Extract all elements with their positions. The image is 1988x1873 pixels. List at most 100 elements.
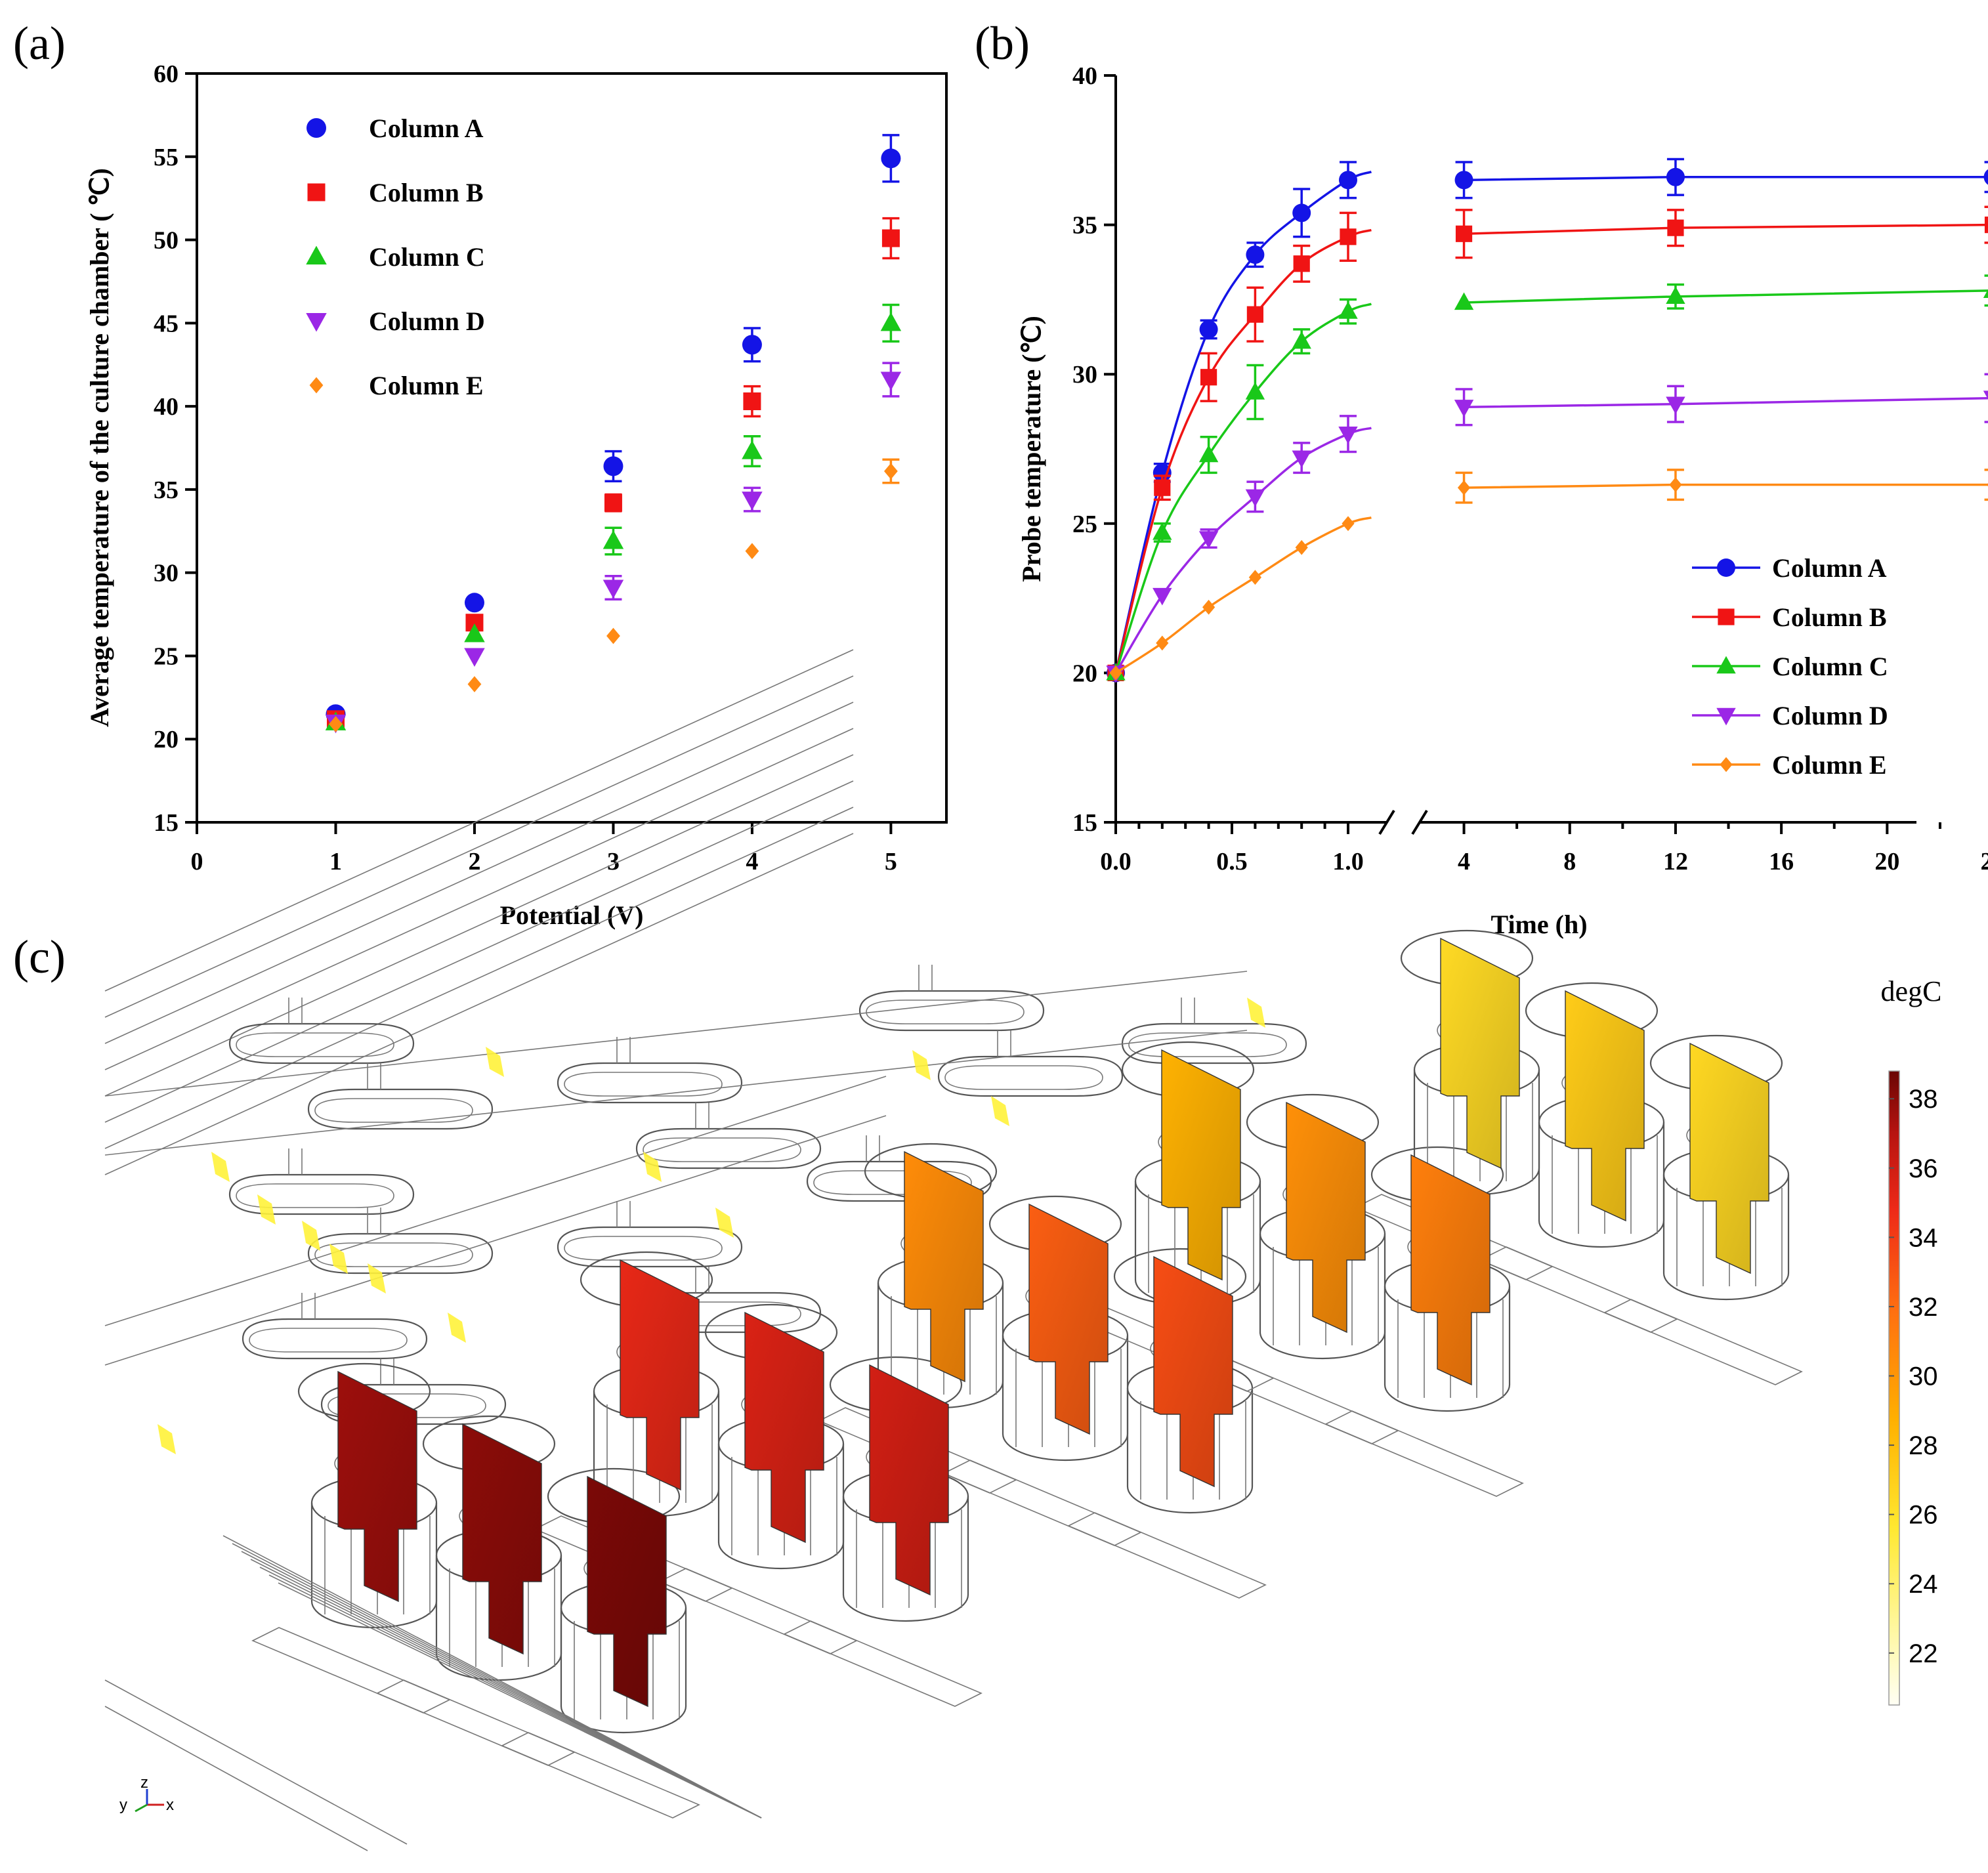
chamber-temperature-slice	[1028, 1203, 1109, 1435]
chart-a-y-tick-label: 25	[154, 642, 179, 670]
triad-y-label: y	[119, 1796, 127, 1814]
chart-b-line	[1114, 303, 1372, 673]
chart-a-point	[464, 593, 484, 613]
chart-a-point	[881, 148, 901, 169]
chart-b-point	[1198, 444, 1219, 463]
channel-slice	[715, 1208, 734, 1238]
chart-b-point	[1154, 479, 1171, 496]
chip-wire-line	[104, 833, 854, 1175]
chamber-temperature-slice	[587, 1475, 667, 1708]
chart-b-legend-marker	[1720, 757, 1733, 772]
chip-wire-line	[1246, 1093, 1380, 1151]
chart-b-legend-label: Column C	[1772, 652, 1888, 681]
chart-b-legend-label: Column D	[1772, 701, 1888, 730]
chip-wire-line	[564, 1072, 723, 1097]
chip-wire-line	[1126, 1388, 1254, 1486]
chart-b-series-B	[1107, 205, 1988, 681]
chart-a-legend-label: Column C	[369, 242, 485, 272]
chart-b-series-C	[1106, 274, 1988, 681]
chart-b-point	[1246, 306, 1263, 323]
chip-wire-line	[1370, 1146, 1504, 1204]
chip-wire-line	[104, 1706, 368, 1851]
chart-a-x-tick-label: 3	[607, 848, 620, 875]
chart-a-point	[880, 371, 902, 391]
chamber-temperature-slice	[1565, 990, 1645, 1222]
chart-b-point	[1454, 171, 1473, 190]
chip-wire-line	[278, 1582, 762, 1819]
chip-wire-line	[288, 998, 303, 1024]
chart-b-x-tick-label: 24	[1981, 848, 1988, 875]
chip-wire-line	[864, 1143, 998, 1200]
chart-a-y-label: Average temperature of the culture chamb…	[85, 168, 114, 727]
chart-b-point	[1245, 382, 1265, 400]
chart-b: 15 20 25 30 35 40 0.0 0.5 1.0 4 8 12 16 20 24 Column …	[1017, 62, 1988, 939]
chart-b-x-tick-label: 1.0	[1332, 848, 1364, 875]
channel-slice	[329, 1244, 348, 1274]
chart-b-line	[1114, 228, 1372, 673]
chip-wire-line	[314, 1098, 473, 1123]
chamber-temperature-slice	[744, 1311, 824, 1544]
channel-slice	[643, 1152, 662, 1182]
axis-break-icon	[1378, 809, 1428, 835]
chip-wire-line	[380, 1358, 394, 1385]
chart-a-legend-marker	[306, 313, 327, 332]
chip-wire-line	[1121, 1022, 1307, 1064]
chip-wire-line	[557, 1062, 743, 1104]
chart-b-x-tick-label: 16	[1769, 848, 1794, 875]
chart-a-point	[742, 492, 763, 511]
chamber-temperature-slice	[462, 1423, 542, 1655]
chamber-temperature-slice	[1440, 937, 1520, 1169]
colorbar-tick-label: 26	[1909, 1501, 1938, 1530]
chip-wire-line	[1324, 1410, 1524, 1497]
chip-wire-line	[616, 1201, 631, 1227]
chart-a-x-tick-label: 1	[329, 848, 342, 875]
colorbar-tick-label: 32	[1909, 1293, 1938, 1322]
chart-a-point	[742, 335, 762, 355]
chart-b-line	[1464, 397, 1988, 409]
chart-b-point	[1338, 301, 1358, 319]
axis-triad-icon: y z x	[119, 1774, 174, 1814]
chart-b-x-label: Time (h)	[1491, 910, 1587, 939]
chip-wire-line	[1259, 1332, 1386, 1360]
chart-a-x-tick-label: 0	[191, 848, 203, 875]
channel-slice	[302, 1221, 320, 1251]
chip-wire-line	[1525, 982, 1659, 1040]
chart-b-legend-label: Column A	[1772, 553, 1887, 583]
channel-slice	[211, 1152, 230, 1182]
chart-a-y-tick-label: 40	[154, 393, 179, 421]
chart-b-point	[1339, 171, 1357, 190]
chip-wire-line	[307, 1088, 494, 1130]
colorbar-ticks: 22 24 26 28 30 32 34 36 38	[1889, 1085, 1938, 1668]
chart-a-marks	[325, 134, 902, 734]
chip-wire-line	[1649, 1034, 1783, 1092]
chart-b-point	[1983, 289, 1988, 298]
triad-z-label: z	[140, 1774, 148, 1792]
chip-wire-line	[104, 1679, 408, 1845]
chamber-temperature-slice	[1286, 1101, 1366, 1334]
chart-b-y-ticks: 15 20 25 30 35 40	[1072, 62, 1116, 837]
chart-a-y-tick-label: 55	[154, 144, 179, 171]
chip-wire-line	[1181, 998, 1195, 1024]
chart-b-point	[1667, 219, 1684, 236]
chip-wire-line	[104, 675, 854, 1018]
chip-wire-line	[320, 1383, 507, 1425]
chip-wire-line	[104, 971, 1248, 1097]
chart-a-point	[742, 440, 763, 459]
chart-b-error-bar	[1984, 161, 1988, 194]
chart-b-point	[1986, 483, 1988, 487]
chamber-temperature-slice	[1161, 1049, 1241, 1281]
chip-wire-line	[328, 1393, 486, 1418]
chip-wire-line	[367, 1208, 381, 1234]
chart-b-legend-marker	[1716, 656, 1736, 674]
chart-a-y-tick-label: 50	[154, 227, 179, 255]
chamber-temperature-slice	[620, 1259, 700, 1491]
chart-b-point	[1454, 292, 1474, 310]
colorbar-tick-label: 36	[1909, 1154, 1938, 1183]
chart-b-legend: Column A Column B Column C Column D Column E	[1692, 553, 1888, 780]
chart-b-legend-label: Column B	[1772, 602, 1887, 632]
chip-wire-line	[937, 1055, 1124, 1097]
chip-wire-line	[104, 1115, 887, 1366]
chip-wire-line	[842, 1594, 969, 1622]
channel-slice	[486, 1047, 504, 1077]
